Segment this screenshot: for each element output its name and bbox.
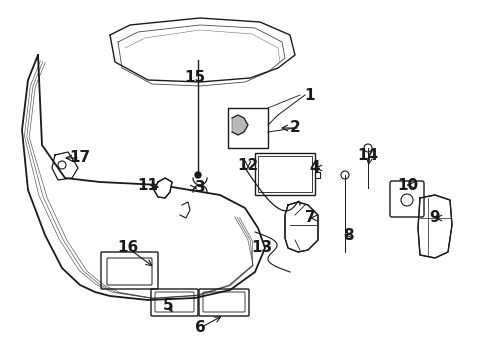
Text: 4: 4 [310, 161, 320, 175]
Polygon shape [418, 195, 452, 258]
Text: 6: 6 [195, 320, 205, 336]
Text: 3: 3 [195, 180, 205, 195]
Text: 2: 2 [290, 121, 300, 135]
Text: 5: 5 [163, 297, 173, 312]
Bar [255, 153, 315, 195]
Text: 9: 9 [430, 211, 441, 225]
Polygon shape [232, 115, 248, 135]
Bar [228, 108, 268, 148]
Text: 17: 17 [70, 150, 91, 166]
Text: 16: 16 [118, 240, 139, 256]
Text: 8: 8 [343, 228, 353, 243]
Polygon shape [154, 178, 172, 198]
Bar [258, 156, 312, 192]
Text: 10: 10 [397, 177, 418, 193]
Text: 12: 12 [237, 158, 259, 172]
Text: 15: 15 [184, 71, 206, 85]
Text: 14: 14 [357, 148, 379, 162]
Text: 11: 11 [138, 177, 158, 193]
Text: 7: 7 [305, 211, 315, 225]
Polygon shape [285, 202, 318, 252]
Text: 13: 13 [251, 240, 272, 256]
Circle shape [195, 172, 201, 178]
Text: 1: 1 [305, 87, 315, 103]
